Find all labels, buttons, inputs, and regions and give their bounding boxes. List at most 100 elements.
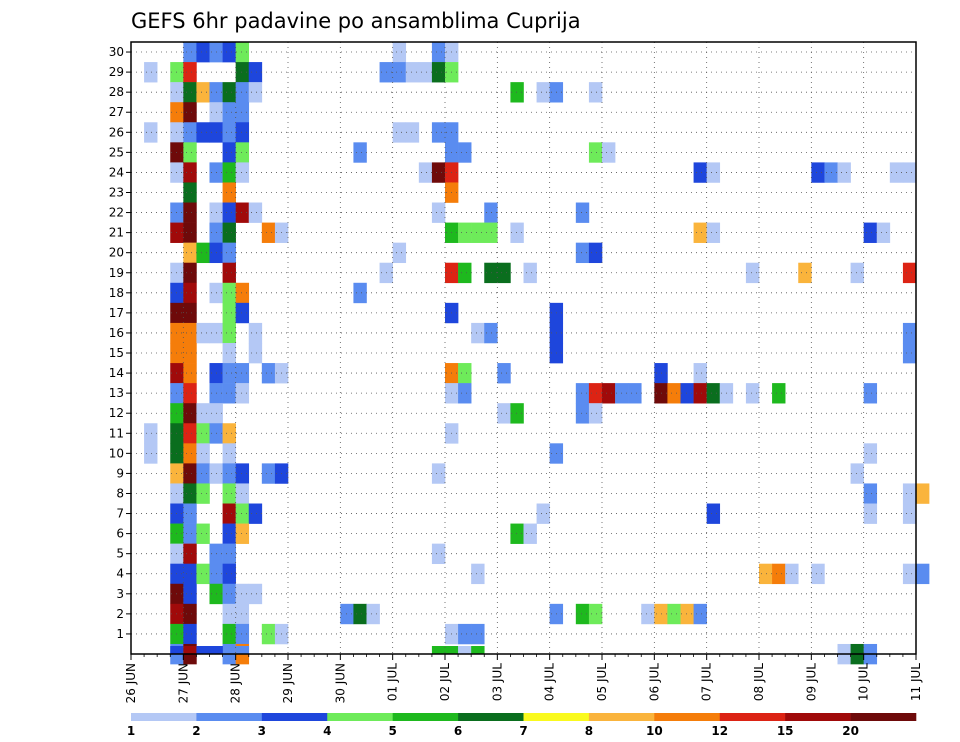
- heatmap-cell: [261, 623, 276, 645]
- heatmap-cell: [235, 142, 250, 163]
- heatmap-cell: [196, 122, 210, 143]
- y-tick-label: 24: [109, 165, 124, 179]
- heatmap-cell: [575, 403, 590, 424]
- heatmap-cell: [235, 122, 250, 143]
- heatmap-cell: [235, 383, 250, 404]
- heatmap-cell: [183, 282, 197, 304]
- heatmap-cell: [248, 503, 263, 524]
- heatmap-cell: [222, 162, 236, 183]
- heatmap-cell: [183, 202, 197, 223]
- color-legend: 1 2 3 4 5 6 7 8 10 12 15 20: [127, 713, 917, 738]
- heatmap-cell: [222, 503, 236, 524]
- y-tick-label: 28: [109, 85, 124, 99]
- heatmap-cell: [222, 443, 236, 464]
- heatmap-cell: [353, 142, 367, 163]
- heatmap-cell: [745, 383, 760, 404]
- heatmap-cell: [667, 603, 681, 625]
- grid-lines: [131, 42, 916, 654]
- heatmap-cell: [431, 202, 446, 223]
- heatmap-cell: [916, 483, 930, 504]
- heatmap-cell: [431, 646, 446, 655]
- heatmap-cell: [183, 182, 197, 203]
- heatmap-cell: [392, 122, 407, 143]
- heatmap-cell: [183, 102, 197, 123]
- heatmap-cell: [863, 222, 878, 243]
- heatmap-cell: [497, 363, 511, 384]
- y-tick-label: 20: [109, 246, 124, 260]
- heatmap-cell: [392, 62, 407, 83]
- heatmap-cell: [850, 262, 864, 284]
- heatmap-cell: [431, 122, 446, 143]
- x-tick-label: 03 JUL: [490, 663, 504, 701]
- y-tick-label: 16: [109, 326, 124, 340]
- legend-swatch: [785, 713, 851, 721]
- heatmap-cell: [248, 322, 263, 344]
- heatmap-cell: [471, 563, 485, 585]
- heatmap-cell: [144, 62, 158, 83]
- heatmap-cell: [458, 623, 472, 645]
- heatmap-cell: [510, 523, 524, 544]
- heatmap-cell: [693, 222, 707, 243]
- heatmap-cell: [641, 603, 655, 625]
- heatmap-cell: [588, 383, 603, 404]
- heatmap-cell: [183, 423, 197, 444]
- heatmap-cell: [235, 202, 250, 223]
- chart-title: GEFS 6hr padavine po ansamblima Cuprija: [131, 9, 581, 33]
- legend-label: 15: [777, 724, 794, 738]
- heatmap-cell: [772, 383, 786, 404]
- heatmap-cell: [183, 623, 197, 645]
- heatmap-cell: [235, 102, 250, 123]
- heatmap-cell: [850, 463, 864, 484]
- legend-label: 3: [258, 724, 266, 738]
- heatmap-cell: [811, 563, 825, 585]
- heatmap-cell: [183, 483, 197, 504]
- legend-label: 5: [388, 724, 396, 738]
- heatmap-cell: [222, 102, 236, 123]
- legend-swatch: [588, 713, 655, 721]
- heatmap-cell: [916, 563, 930, 585]
- heatmap-cell: [458, 262, 472, 284]
- heatmap-cell: [863, 503, 878, 524]
- heatmap-cell: [183, 646, 197, 655]
- x-tick-label: 06 JUL: [647, 663, 661, 701]
- y-tick-label: 12: [109, 406, 124, 420]
- heatmap-cell: [471, 623, 485, 645]
- heatmap-cell: [196, 483, 210, 504]
- heatmap-cell: [706, 162, 721, 183]
- x-tick-label: 08 JUL: [752, 663, 766, 701]
- heatmap-cell: [235, 483, 250, 504]
- heatmap-cell: [575, 202, 590, 223]
- x-tick-label: 09 JUL: [804, 663, 818, 701]
- heatmap-cell: [902, 322, 917, 344]
- heatmap-cell: [235, 42, 250, 63]
- heatmap-cell: [392, 242, 407, 264]
- heatmap-cell: [575, 603, 590, 625]
- heatmap-cell: [183, 42, 197, 63]
- heatmap-cell: [183, 543, 197, 565]
- y-tick-label: 18: [109, 286, 124, 300]
- heatmap-cell: [484, 202, 498, 223]
- heatmap-cell: [458, 646, 472, 655]
- heatmap-cell: [235, 603, 250, 625]
- heatmap-cell: [196, 82, 210, 103]
- heatmap-cell: [183, 342, 197, 364]
- legend-swatch: [523, 713, 590, 721]
- heatmap-cell: [222, 623, 236, 645]
- heatmap-cell: [248, 82, 263, 103]
- heatmap-cell: [458, 363, 472, 384]
- heatmap-cell: [183, 82, 197, 103]
- y-tick-label: 23: [109, 185, 124, 199]
- heatmap-cell: [510, 82, 524, 103]
- y-tick-label: 7: [116, 507, 124, 521]
- heatmap-cell: [183, 322, 197, 344]
- heatmap-cell: [628, 383, 642, 404]
- heatmap-cell: [484, 262, 498, 284]
- heatmap-cell: [196, 403, 210, 424]
- heatmap-cell: [183, 603, 197, 625]
- heatmap-cell: [222, 483, 236, 504]
- heatmap-cell: [222, 302, 236, 324]
- legend-swatch: [261, 713, 328, 721]
- x-tick-label: 11 JUL: [909, 663, 923, 701]
- heatmap-cell: [366, 603, 380, 625]
- heatmap-cell: [811, 162, 825, 183]
